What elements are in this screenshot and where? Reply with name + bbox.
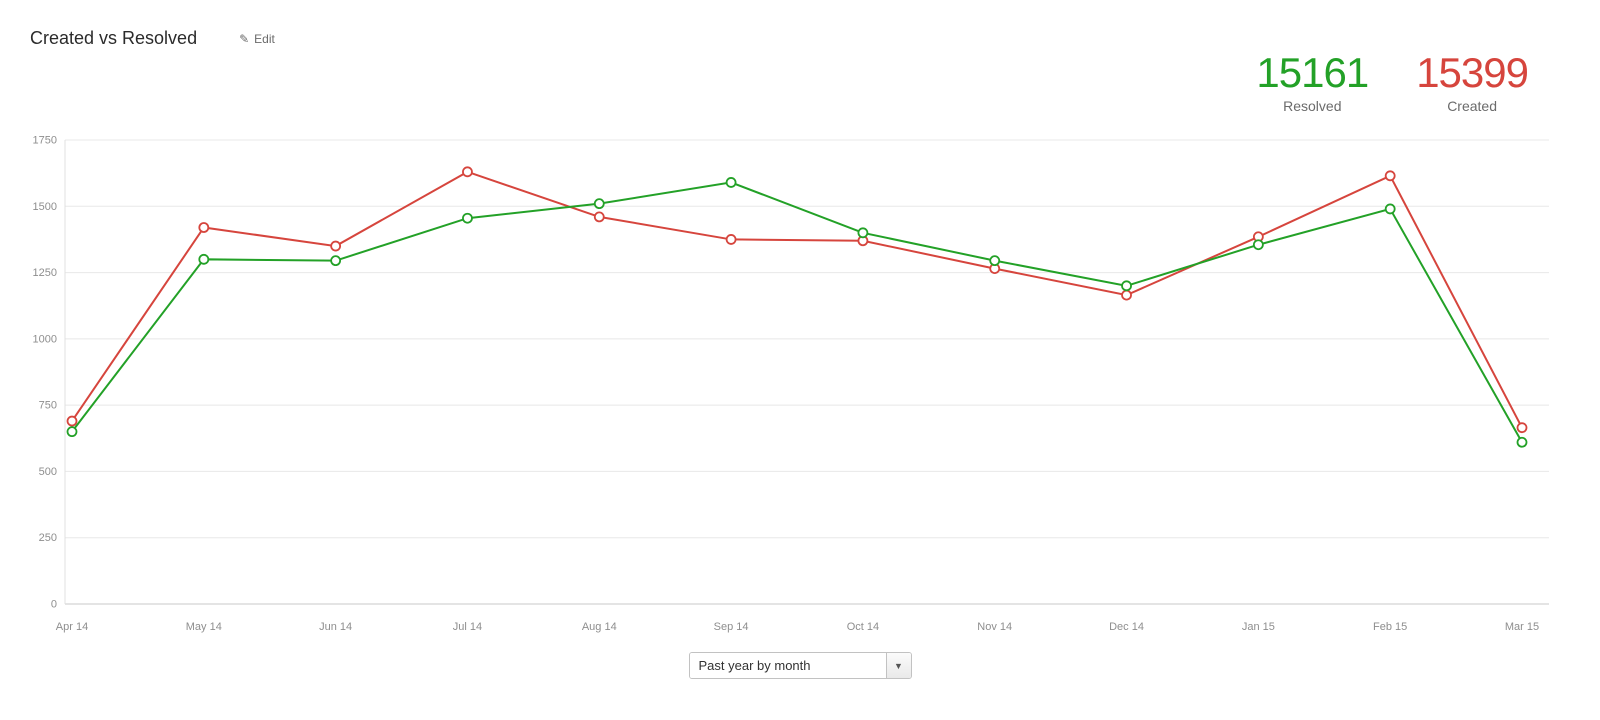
- created-data-point: [593, 211, 605, 223]
- edit-button[interactable]: ✎ Edit: [239, 32, 275, 46]
- page-title: Created vs Resolved: [30, 28, 198, 48]
- y-axis-label: 1000: [33, 333, 57, 345]
- x-axis-label: May 14: [186, 621, 222, 633]
- x-axis-label: Aug 14: [582, 621, 617, 633]
- edit-pencil-icon: ✎: [239, 31, 250, 46]
- created-data-point: [1516, 422, 1528, 434]
- y-axis-label: 1500: [33, 201, 57, 213]
- resolved-data-point: [857, 227, 869, 239]
- resolved-total-block: 15161 Resolved: [1256, 49, 1369, 115]
- x-axis-label: Jul 14: [453, 621, 482, 633]
- x-axis-label: Dec 14: [1109, 621, 1144, 633]
- x-axis-label: Jun 14: [319, 621, 352, 633]
- resolved-series-line: [71, 181, 1523, 443]
- created-data-point: [66, 415, 78, 427]
- x-axis-label: Nov 14: [977, 621, 1012, 633]
- period-select-value: Past year by month: [689, 653, 886, 678]
- y-axis-label: 1750: [33, 135, 57, 147]
- resolved-data-point: [593, 198, 605, 210]
- x-axis-label: Mar 15: [1505, 621, 1539, 633]
- created-total-block: 15399 Created: [1416, 49, 1529, 115]
- x-axis-label: Feb 15: [1373, 621, 1407, 633]
- created-total-label: Created: [1447, 98, 1497, 114]
- created-total-value: 15399: [1416, 49, 1529, 96]
- created-data-point: [462, 166, 473, 178]
- resolved-data-point: [66, 426, 78, 438]
- resolved-data-point: [462, 212, 473, 224]
- resolved-data-point: [1516, 436, 1528, 448]
- report-header: Created vs Resolved ✎ Edit: [30, 28, 275, 49]
- resolved-total-value: 15161: [1256, 49, 1369, 96]
- y-axis-label: 250: [39, 532, 57, 544]
- totals-summary: 15161 Resolved 15399 Created: [1256, 49, 1529, 115]
- chart-footer: Past year by month ▼: [0, 652, 1600, 679]
- y-axis-label: 1250: [33, 267, 57, 279]
- resolved-data-point: [989, 255, 1001, 267]
- created-series-line: [71, 170, 1523, 429]
- created-data-point: [1384, 170, 1396, 182]
- y-axis-label: 500: [39, 466, 57, 478]
- resolved-total-label: Resolved: [1283, 98, 1342, 114]
- resolved-data-point: [1121, 280, 1132, 292]
- resolved-data-point: [725, 177, 737, 188]
- resolved-data-point: [330, 255, 342, 267]
- created-data-point: [725, 234, 737, 245]
- y-axis-label: 750: [39, 400, 57, 412]
- created-data-point: [330, 240, 342, 252]
- chart-canvas: 0 250 500 750 1000 1250 1500 1750 Apr 14 May 14 Ju…: [33, 135, 1549, 633]
- created-data-point: [1121, 289, 1132, 301]
- resolved-data-point: [1384, 203, 1396, 215]
- y-axis-label: 0: [51, 599, 57, 611]
- x-axis-label: Sep 14: [714, 621, 749, 633]
- resolved-data-point: [198, 253, 210, 265]
- dropdown-caret-icon[interactable]: ▼: [885, 653, 911, 678]
- line-chart: 0 250 500 750 1000 1250 1500 1750 Apr 14 May 14 Ju…: [0, 128, 1600, 640]
- created-data-point: [198, 222, 210, 233]
- x-axis-label: Jan 15: [1242, 621, 1275, 633]
- edit-button-label: Edit: [254, 31, 275, 46]
- resolved-data-point: [1252, 239, 1264, 251]
- x-axis-label: Apr 14: [56, 621, 88, 633]
- x-axis-label: Oct 14: [847, 621, 879, 633]
- period-select[interactable]: Past year by month ▼: [688, 652, 912, 679]
